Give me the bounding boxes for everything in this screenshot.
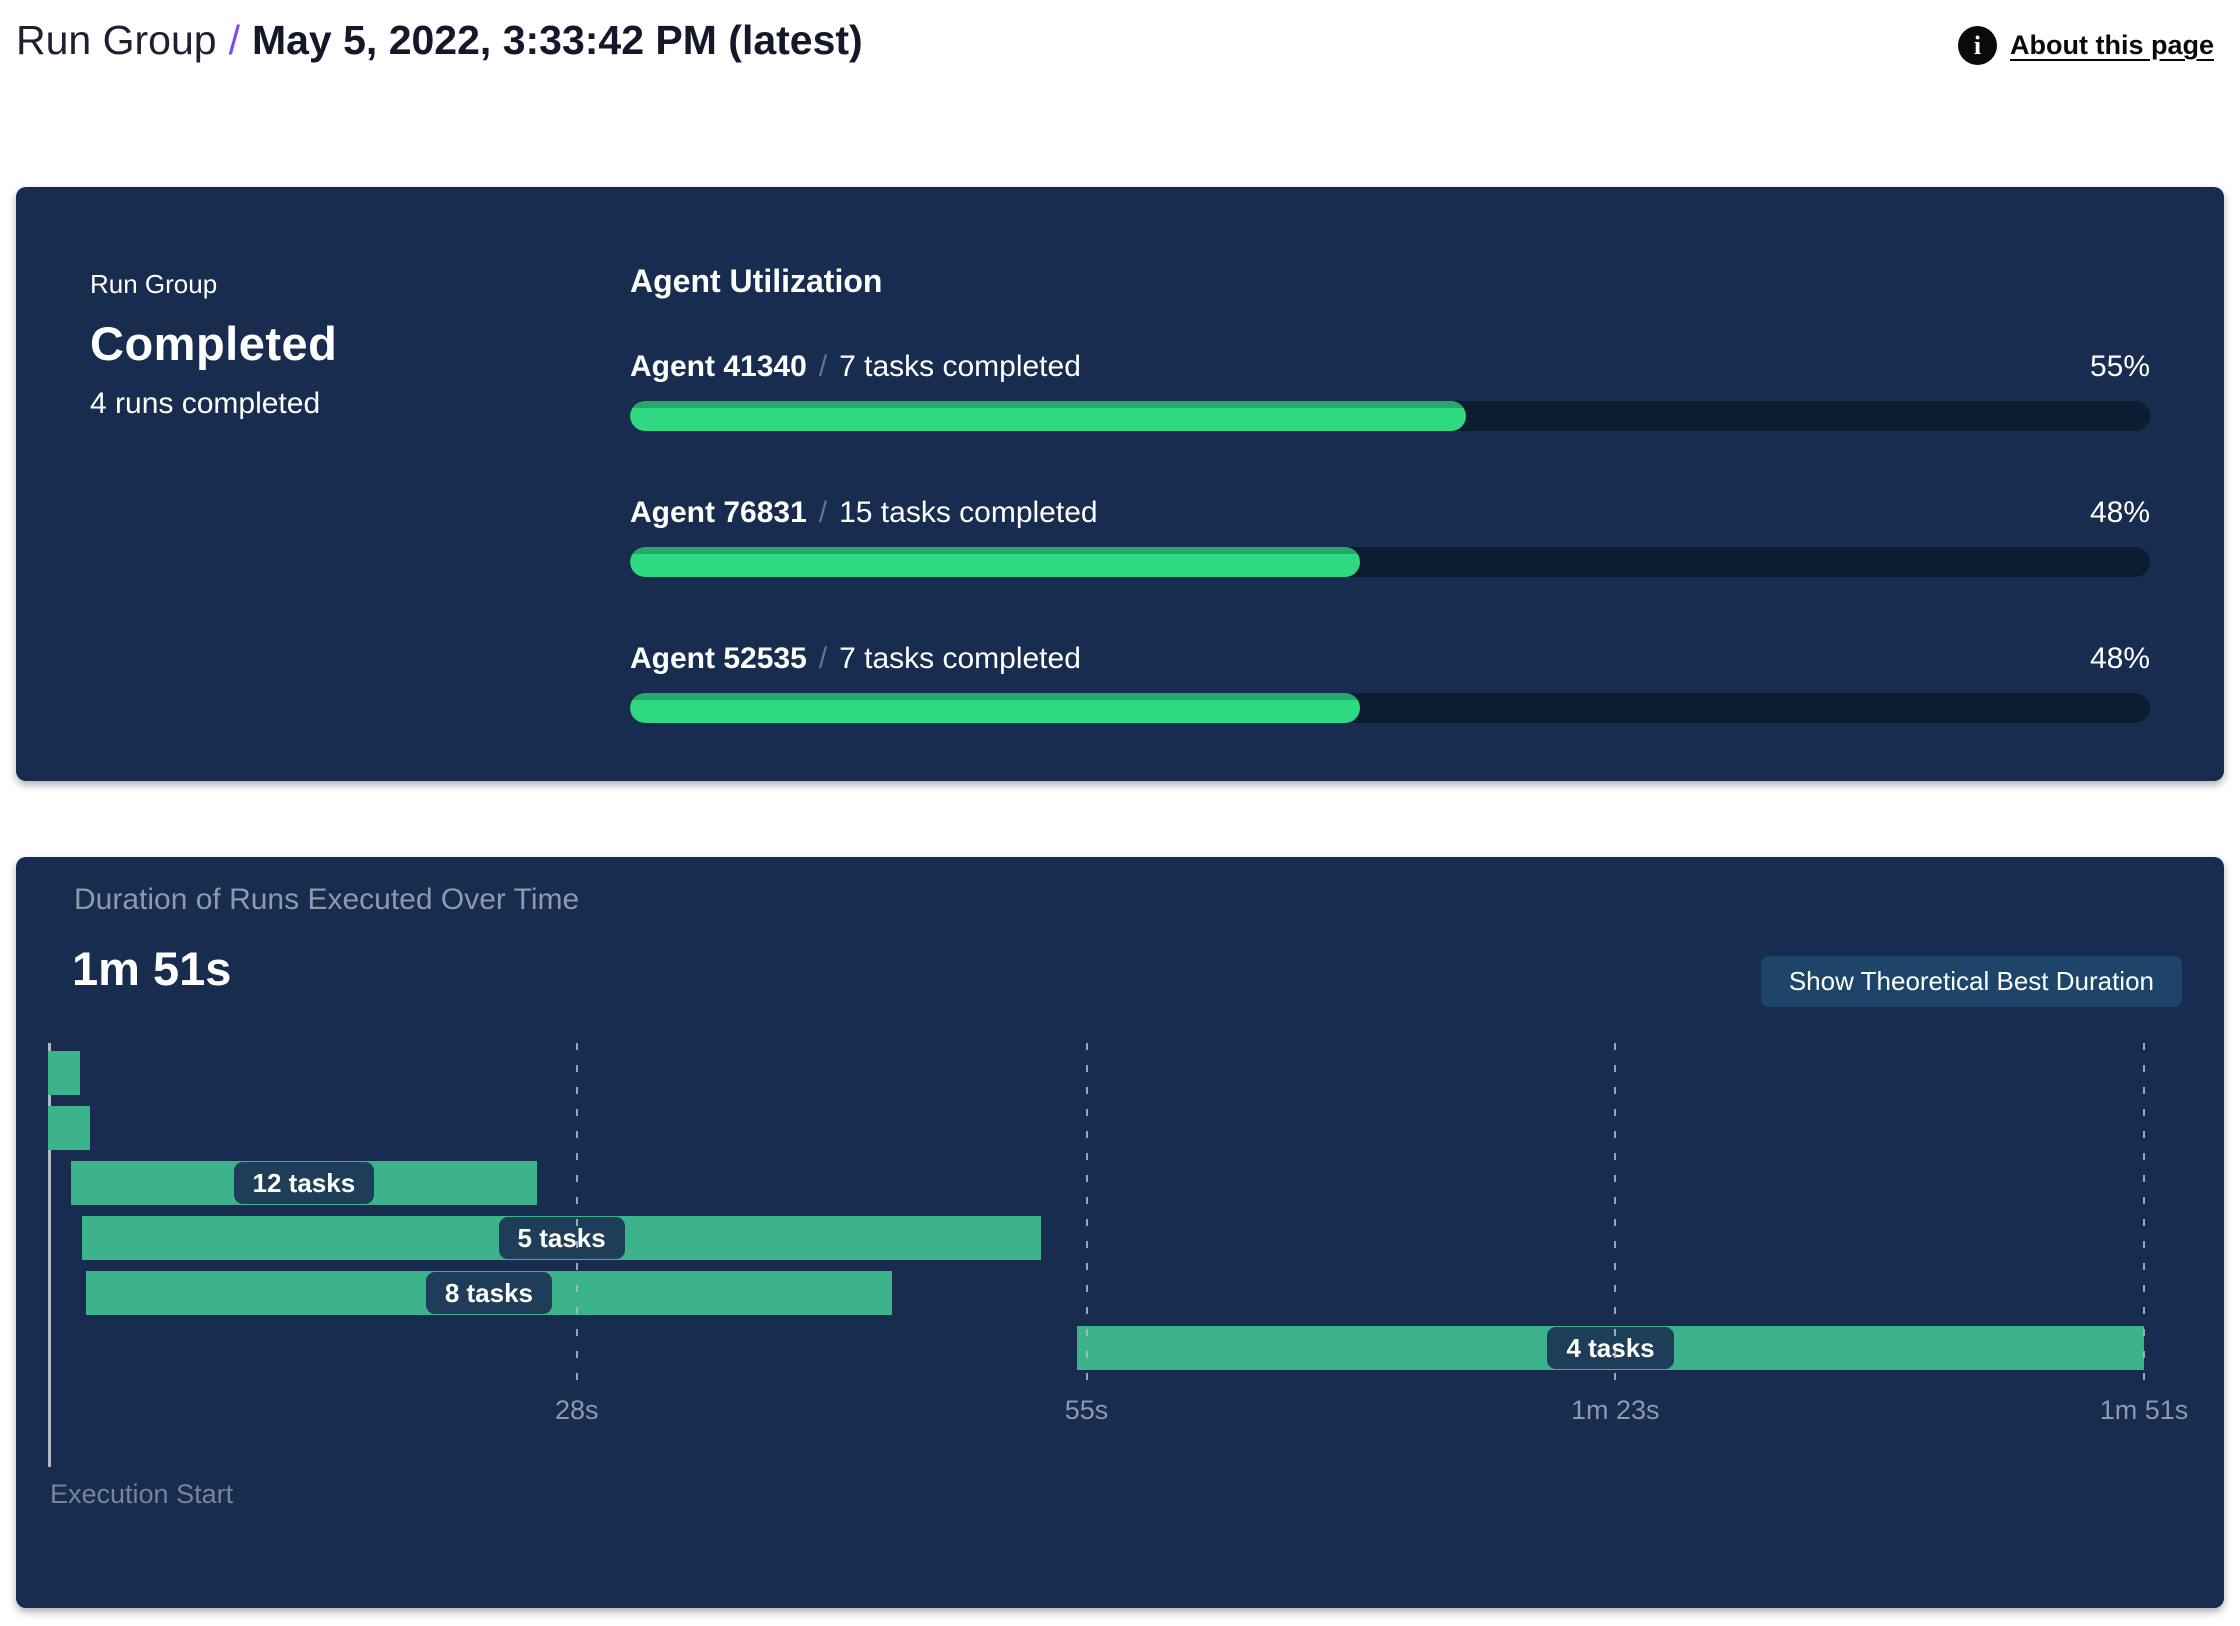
axis-tick-label: 1m 23s bbox=[1570, 1394, 1660, 1425]
agent-utilization-row: Agent 52535 / 7 tasks completed 48% bbox=[630, 640, 2150, 723]
agent-utilization-panel: Agent Utilization Agent 41340 / 7 tasks co… bbox=[630, 261, 2150, 723]
execution-start-axis-line bbox=[48, 1042, 51, 1467]
total-duration: 1m 51s bbox=[72, 941, 232, 995]
run-group-summary-card: Run Group Completed 4 runs completed Age… bbox=[16, 186, 2224, 781]
gantt-row: 4 tasks bbox=[48, 1325, 2144, 1370]
agent-progress-fill bbox=[630, 400, 1466, 431]
task-count-pill: 12 tasks bbox=[233, 1161, 375, 1204]
agent-label-line: Agent 76831 / 15 tasks completed 48% bbox=[630, 494, 2150, 532]
gridline bbox=[1614, 1042, 1617, 1388]
agent-progress-track bbox=[630, 546, 2150, 577]
gridline bbox=[1085, 1042, 1088, 1388]
gantt-row bbox=[48, 1105, 2144, 1150]
agent-name: Agent 76831 bbox=[630, 495, 807, 529]
info-icon: i bbox=[1958, 26, 1997, 65]
agent-utilization-row: Agent 76831 / 15 tasks completed 48% bbox=[630, 494, 2150, 577]
agent-progress-fill bbox=[630, 546, 1360, 577]
axis-tick-label: 28s bbox=[554, 1394, 599, 1425]
run-duration-bar[interactable] bbox=[48, 1050, 81, 1095]
run-duration-bar[interactable]: 5 tasks bbox=[81, 1215, 1042, 1260]
agent-utilization-row: Agent 41340 / 7 tasks completed 55% bbox=[630, 348, 2150, 431]
agent-label-separator: / bbox=[818, 641, 828, 675]
agent-utilization-title: Agent Utilization bbox=[630, 262, 883, 299]
about-link-label: About this page bbox=[2010, 30, 2214, 60]
agent-utilization-list: Agent 41340 / 7 tasks completed 55% Agent 76… bbox=[630, 348, 2150, 723]
agent-label-separator: / bbox=[818, 495, 828, 529]
run-duration-bar[interactable]: 8 tasks bbox=[85, 1270, 893, 1315]
breadcrumb: Run Group / May 5, 2022, 3:33:42 PM (lates… bbox=[16, 16, 863, 65]
agent-utilization-percent: 55% bbox=[2089, 349, 2150, 383]
runs-completed: 4 runs completed bbox=[90, 386, 321, 420]
gridline bbox=[2143, 1042, 2145, 1388]
page-header: Run Group / May 5, 2022, 3:33:42 PM (lates… bbox=[0, 0, 2240, 93]
axis-tick-label: 1m 51s bbox=[2099, 1394, 2189, 1425]
gridline bbox=[575, 1042, 578, 1388]
show-theoretical-best-duration-button[interactable]: Show Theoretical Best Duration bbox=[1760, 955, 2182, 1007]
agent-progress-fill bbox=[630, 692, 1360, 723]
agent-progress-track bbox=[630, 400, 2150, 431]
agent-tasks-completed: 7 tasks completed bbox=[839, 641, 1081, 675]
agent-tasks-completed: 15 tasks completed bbox=[839, 495, 1098, 529]
gantt-chart: 12 tasks 5 tasks 8 tasks 4 tasks 28s 55s 1m 2… bbox=[48, 1042, 2188, 1467]
task-count-pill: 5 tasks bbox=[498, 1216, 625, 1259]
run-duration-bar[interactable] bbox=[48, 1105, 90, 1150]
duration-chart-card: Duration of Runs Executed Over Time 1m 5… bbox=[16, 856, 2224, 1608]
breadcrumb-separator: / bbox=[228, 17, 240, 63]
agent-label-line: Agent 41340 / 7 tasks completed 55% bbox=[630, 348, 2150, 386]
gantt-rows: 12 tasks 5 tasks 8 tasks 4 tasks bbox=[48, 1050, 2144, 1381]
agent-name: Agent 52535 bbox=[630, 641, 807, 675]
gantt-row: 8 tasks bbox=[48, 1270, 2144, 1315]
breadcrumb-root[interactable]: Run Group bbox=[16, 17, 217, 63]
agent-name: Agent 41340 bbox=[630, 349, 807, 383]
agent-label-line: Agent 52535 / 7 tasks completed 48% bbox=[630, 640, 2150, 678]
status-badge: Completed bbox=[90, 316, 338, 370]
run-duration-bar[interactable]: 12 tasks bbox=[70, 1160, 538, 1205]
agent-utilization-percent: 48% bbox=[2089, 495, 2150, 529]
run-group-status-panel: Run Group Completed 4 runs completed bbox=[90, 261, 630, 707]
about-this-page-link[interactable]: i About this page bbox=[1958, 26, 2214, 65]
agent-utilization-percent: 48% bbox=[2089, 641, 2150, 675]
task-count-pill: 8 tasks bbox=[425, 1271, 552, 1314]
task-count-pill: 4 tasks bbox=[1547, 1326, 1674, 1369]
agent-tasks-completed: 7 tasks completed bbox=[839, 349, 1081, 383]
agent-label-separator: / bbox=[818, 349, 828, 383]
run-duration-bar[interactable]: 4 tasks bbox=[1077, 1325, 2144, 1370]
gantt-row: 5 tasks bbox=[48, 1215, 2144, 1260]
agent-progress-track bbox=[630, 692, 2150, 723]
gantt-row: 12 tasks bbox=[48, 1160, 2144, 1205]
execution-start-label: Execution Start bbox=[50, 1478, 234, 1509]
axis-tick-label: 55s bbox=[1064, 1394, 1109, 1425]
summary-label: Run Group bbox=[90, 268, 218, 299]
chart-title: Duration of Runs Executed Over Time bbox=[74, 882, 580, 916]
page-title: May 5, 2022, 3:33:42 PM (latest) bbox=[251, 17, 863, 63]
gantt-row bbox=[48, 1050, 2144, 1095]
